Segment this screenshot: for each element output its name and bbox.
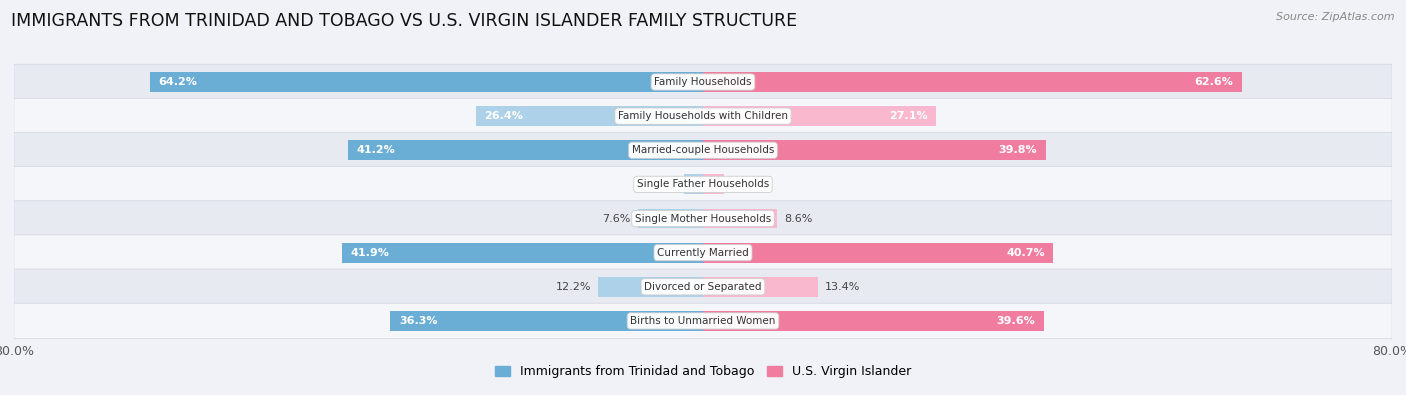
Bar [703, 140, 1046, 160]
Text: 39.8%: 39.8% [998, 145, 1038, 155]
Bar [703, 175, 724, 194]
Text: 64.2%: 64.2% [159, 77, 198, 87]
FancyBboxPatch shape [14, 167, 1392, 202]
Text: 27.1%: 27.1% [889, 111, 928, 121]
Bar [703, 311, 1045, 331]
Text: 36.3%: 36.3% [399, 316, 437, 326]
FancyBboxPatch shape [14, 98, 1392, 134]
Text: 8.6%: 8.6% [785, 214, 813, 224]
Bar [475, 106, 703, 126]
Text: 26.4%: 26.4% [484, 111, 523, 121]
Bar [703, 277, 818, 297]
Text: 13.4%: 13.4% [825, 282, 860, 292]
Text: 2.4%: 2.4% [731, 179, 759, 189]
FancyBboxPatch shape [14, 201, 1392, 236]
Bar [342, 243, 703, 263]
Text: 41.9%: 41.9% [350, 248, 389, 258]
Bar [703, 72, 1241, 92]
Text: 7.6%: 7.6% [602, 214, 631, 224]
Bar [703, 106, 936, 126]
Bar [391, 311, 703, 331]
Bar [150, 72, 703, 92]
Bar [598, 277, 703, 297]
Bar [685, 175, 703, 194]
Text: 12.2%: 12.2% [555, 282, 591, 292]
Text: IMMIGRANTS FROM TRINIDAD AND TOBAGO VS U.S. VIRGIN ISLANDER FAMILY STRUCTURE: IMMIGRANTS FROM TRINIDAD AND TOBAGO VS U… [11, 12, 797, 30]
Bar [637, 209, 703, 228]
Text: Family Households with Children: Family Households with Children [619, 111, 787, 121]
Text: 41.2%: 41.2% [357, 145, 395, 155]
Text: 40.7%: 40.7% [1007, 248, 1045, 258]
Text: Married-couple Households: Married-couple Households [631, 145, 775, 155]
Text: Currently Married: Currently Married [657, 248, 749, 258]
FancyBboxPatch shape [14, 269, 1392, 305]
Text: Family Households: Family Households [654, 77, 752, 87]
Text: Births to Unmarried Women: Births to Unmarried Women [630, 316, 776, 326]
FancyBboxPatch shape [14, 303, 1392, 339]
FancyBboxPatch shape [14, 235, 1392, 271]
Text: Source: ZipAtlas.com: Source: ZipAtlas.com [1277, 12, 1395, 22]
FancyBboxPatch shape [14, 132, 1392, 168]
Bar [349, 140, 703, 160]
Text: Divorced or Separated: Divorced or Separated [644, 282, 762, 292]
Text: Single Father Households: Single Father Households [637, 179, 769, 189]
Bar [703, 209, 778, 228]
Text: 2.2%: 2.2% [648, 179, 678, 189]
Text: 62.6%: 62.6% [1195, 77, 1233, 87]
FancyBboxPatch shape [14, 64, 1392, 100]
Legend: Immigrants from Trinidad and Tobago, U.S. Virgin Islander: Immigrants from Trinidad and Tobago, U.S… [489, 360, 917, 383]
Text: 39.6%: 39.6% [997, 316, 1035, 326]
Bar [703, 243, 1053, 263]
Text: Single Mother Households: Single Mother Households [636, 214, 770, 224]
